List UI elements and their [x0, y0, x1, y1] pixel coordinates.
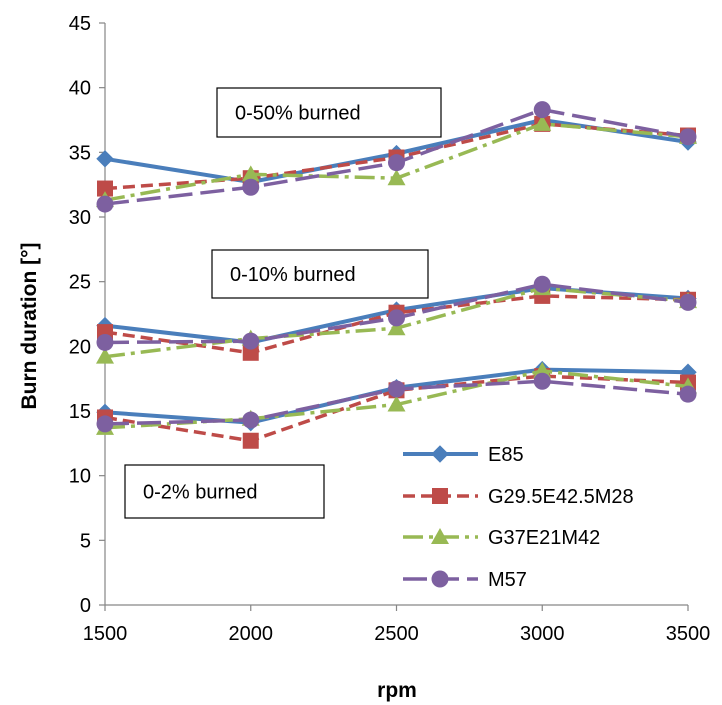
data-point-triangle: [96, 347, 114, 364]
data-point-circle: [96, 333, 114, 351]
y-tick-label: 35: [69, 142, 91, 164]
x-tick-label: 2500: [374, 623, 419, 645]
data-point-circle: [96, 195, 114, 213]
legend-label: E85: [488, 444, 524, 466]
axes: 0 5 10 15 20 25 30 35 40 45 1500 2000 2500 3000 3500: [69, 13, 711, 645]
annotation-label: 0-10% burned: [230, 264, 356, 286]
y-tick-label: 15: [69, 401, 91, 423]
x-tick-label: 2000: [229, 623, 274, 645]
y-tick-label: 0: [80, 595, 91, 617]
data-point-triangle: [387, 169, 406, 186]
legend-marker-triangle: [431, 528, 449, 544]
y-tick-label: 40: [69, 78, 91, 100]
data-point-circle: [679, 293, 697, 311]
data-point-diamond: [96, 150, 114, 168]
x-axis-title: rpm: [377, 679, 417, 702]
data-point-circle: [533, 372, 551, 390]
legend-label: G29.5E42.5M28: [488, 486, 634, 508]
data-point-triangle: [533, 361, 552, 378]
data-point-square: [242, 432, 259, 449]
annotation-label: 0-2% burned: [143, 482, 258, 504]
data-point-circle: [242, 332, 260, 350]
y-tick-label: 25: [69, 272, 91, 294]
data-point-triangle: [387, 395, 406, 412]
data-point-square: [97, 180, 113, 197]
y-tick-label: 5: [80, 530, 91, 552]
data-point-circle: [533, 101, 551, 119]
data-point-circle: [388, 380, 405, 398]
legend-marker-diamond: [431, 445, 449, 463]
legend-marker-circle: [431, 570, 449, 588]
legend-marker-square: [432, 488, 448, 504]
data-point-square: [242, 344, 259, 361]
annotation-box: [216, 87, 442, 138]
data-point-circle: [96, 415, 114, 433]
data-point-circle: [388, 309, 405, 327]
series-layer: [96, 101, 697, 449]
data-point-circle: [533, 275, 551, 293]
annotation-box: [211, 249, 429, 299]
data-point-triangle: [387, 319, 406, 336]
x-tick-label: 3000: [520, 623, 565, 645]
x-tick-label: 3500: [666, 623, 711, 645]
annotations: 0-50% burned 0-10% burned 0-2% burned: [124, 87, 442, 519]
annotation-box: [124, 464, 325, 519]
data-point-circle: [242, 411, 260, 429]
y-tick-label: 10: [69, 466, 91, 488]
series-4: [96, 101, 697, 433]
data-point-triangle: [241, 165, 260, 182]
y-tick-label: 45: [69, 13, 91, 35]
data-point-circle: [679, 128, 697, 146]
data-point-triangle: [533, 114, 552, 131]
y-tick-label: 20: [69, 336, 91, 358]
series-line: [104, 374, 689, 443]
x-tick-label: 1500: [83, 623, 128, 645]
legend: E85 G29.5E42.5M28 G37E21M42 M57: [403, 444, 634, 591]
data-point-circle: [679, 385, 697, 403]
annotation-label: 0-50% burned: [235, 103, 361, 125]
y-tick-label: 30: [69, 207, 91, 229]
legend-label: G37E21M42: [488, 527, 600, 549]
data-point-circle: [388, 154, 405, 172]
legend-label: M57: [488, 569, 527, 591]
data-point-circle: [242, 178, 260, 196]
y-axis-title: Burn duration [°]: [18, 242, 41, 409]
